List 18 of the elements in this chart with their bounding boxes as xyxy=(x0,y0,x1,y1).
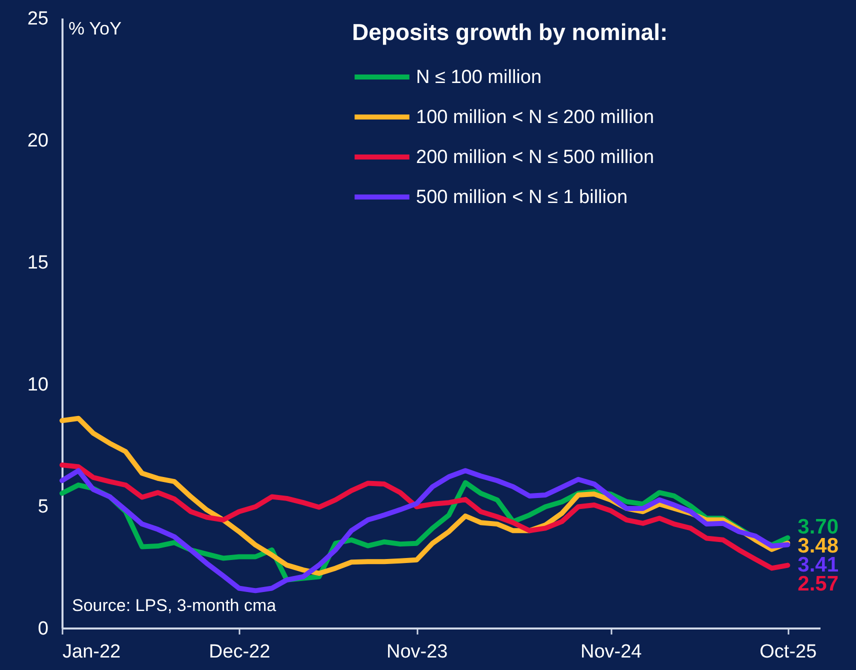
y-tick-label: 0 xyxy=(38,618,48,640)
legend-title: Deposits growth by nominal: xyxy=(352,19,668,45)
annotation: Source: LPS, 3-month cma xyxy=(72,596,277,615)
x-tick-label: Jan-22 xyxy=(62,642,121,662)
y-tick-label: 25 xyxy=(27,8,48,30)
x-tick-label: Nov-24 xyxy=(580,642,642,662)
x-tick-label: Nov-23 xyxy=(386,642,448,662)
legend-label: 500 million < N ≤ 1 billion xyxy=(416,187,628,208)
legend-label: 100 million < N ≤ 200 million xyxy=(416,107,654,128)
y-tick-label: 5 xyxy=(38,496,48,518)
legend-label: 200 million < N ≤ 500 million xyxy=(416,147,654,168)
y-tick-label: 20 xyxy=(27,130,48,152)
y-tick-label: 15 xyxy=(27,252,48,274)
legend-label: N ≤ 100 million xyxy=(416,67,542,88)
x-tick-label: Dec-22 xyxy=(208,642,270,662)
y-tick-label: 10 xyxy=(27,374,48,396)
y-axis-title: % YoY xyxy=(68,18,122,38)
x-tick-label: Oct-25 xyxy=(760,642,817,662)
